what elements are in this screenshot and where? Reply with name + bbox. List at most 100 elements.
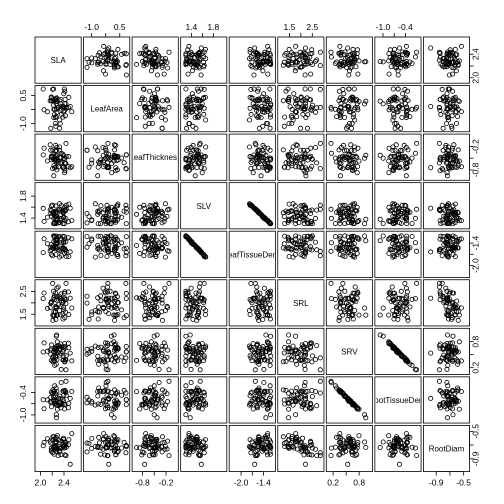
data-point — [153, 404, 159, 410]
data-point — [40, 296, 46, 302]
data-point — [249, 300, 255, 306]
data-point — [61, 298, 67, 304]
data-point — [448, 52, 454, 58]
data-point — [156, 379, 162, 385]
axis-bottom-SRV: 0.2 0.8 — [327, 471, 365, 488]
data-point — [438, 358, 444, 364]
data-point — [61, 234, 67, 240]
data-point — [377, 312, 383, 318]
data-point — [392, 125, 398, 131]
data-point — [61, 86, 67, 92]
data-point — [454, 52, 460, 58]
data-point — [57, 393, 63, 399]
data-point — [123, 397, 129, 403]
data-point — [340, 142, 346, 148]
data-point — [201, 252, 207, 258]
data-point — [183, 343, 189, 349]
data-point — [123, 51, 129, 57]
data-point — [296, 220, 302, 226]
data-point — [254, 113, 260, 119]
data-point — [84, 394, 90, 400]
data-point — [352, 308, 358, 314]
data-point — [58, 97, 64, 103]
data-point — [123, 450, 129, 456]
panel-LeafThickness-vs-SRV — [325, 133, 373, 181]
data-point — [185, 71, 191, 77]
data-point — [139, 401, 145, 407]
panel-frame — [374, 182, 422, 230]
data-point — [302, 98, 308, 104]
data-point — [308, 244, 314, 250]
data-point — [256, 312, 262, 318]
data-point — [109, 170, 115, 176]
data-point — [255, 88, 261, 94]
data-point — [340, 253, 346, 259]
data-point — [412, 296, 418, 302]
data-point — [332, 221, 338, 227]
tick-label: -2.0 — [471, 258, 481, 273]
data-point — [337, 236, 343, 242]
data-point — [123, 250, 129, 256]
data-point — [286, 98, 292, 104]
panel-frame — [180, 85, 228, 133]
data-point — [95, 164, 101, 170]
axis-left-RootTissueDens: -1.0-0.4 — [18, 385, 36, 422]
panel-LeafThickness-vs-LeafArea — [83, 133, 131, 181]
panel-SLA-vs-RootDiam — [422, 36, 470, 84]
data-point — [287, 151, 293, 157]
data-point — [146, 312, 152, 318]
data-point — [166, 378, 172, 384]
data-point — [428, 395, 434, 401]
data-point — [142, 210, 148, 216]
data-point — [441, 352, 447, 358]
data-point — [192, 61, 198, 67]
data-point — [134, 115, 140, 121]
data-point — [186, 157, 192, 163]
data-point — [436, 140, 442, 146]
data-point — [337, 203, 343, 209]
data-point — [312, 356, 318, 362]
data-point — [258, 295, 264, 301]
data-point — [393, 142, 399, 148]
data-point — [300, 239, 306, 245]
data-point — [264, 312, 270, 318]
data-point — [159, 64, 165, 70]
data-point — [156, 366, 162, 372]
data-point — [249, 64, 255, 70]
data-point — [449, 247, 455, 253]
data-point — [97, 247, 103, 253]
data-point — [412, 54, 418, 60]
data-point — [146, 121, 152, 127]
data-point — [412, 366, 418, 372]
data-point — [444, 415, 450, 421]
panel-SLV-vs-RootTissueDens — [374, 182, 422, 230]
data-point — [453, 214, 459, 220]
panel-RootDiam-vs-LeafThickness — [131, 424, 179, 472]
panel-SRL-vs-SLV — [180, 279, 228, 327]
data-point — [444, 295, 450, 301]
data-point — [280, 359, 286, 365]
data-point — [404, 309, 410, 315]
data-point — [446, 205, 452, 211]
data-point — [455, 209, 461, 215]
data-point — [444, 240, 450, 246]
data-point — [267, 147, 273, 153]
data-point — [395, 68, 401, 74]
data-point — [101, 68, 107, 74]
data-point — [392, 253, 398, 259]
data-point — [121, 160, 127, 166]
data-point — [337, 293, 343, 299]
data-point — [436, 49, 442, 55]
data-point — [51, 389, 57, 395]
diag-label-LeafThickness: LeafThickness — [129, 153, 181, 162]
data-point — [250, 406, 256, 412]
panel-RootTissueDens-vs-LeafArea — [83, 376, 131, 424]
data-point — [351, 290, 357, 296]
data-point — [159, 98, 165, 104]
data-point — [289, 157, 295, 163]
data-point — [328, 296, 334, 302]
panel-RootTissueDens-vs-SLV — [180, 376, 228, 424]
data-point — [395, 296, 401, 302]
data-point — [303, 357, 309, 363]
data-point — [52, 121, 58, 127]
